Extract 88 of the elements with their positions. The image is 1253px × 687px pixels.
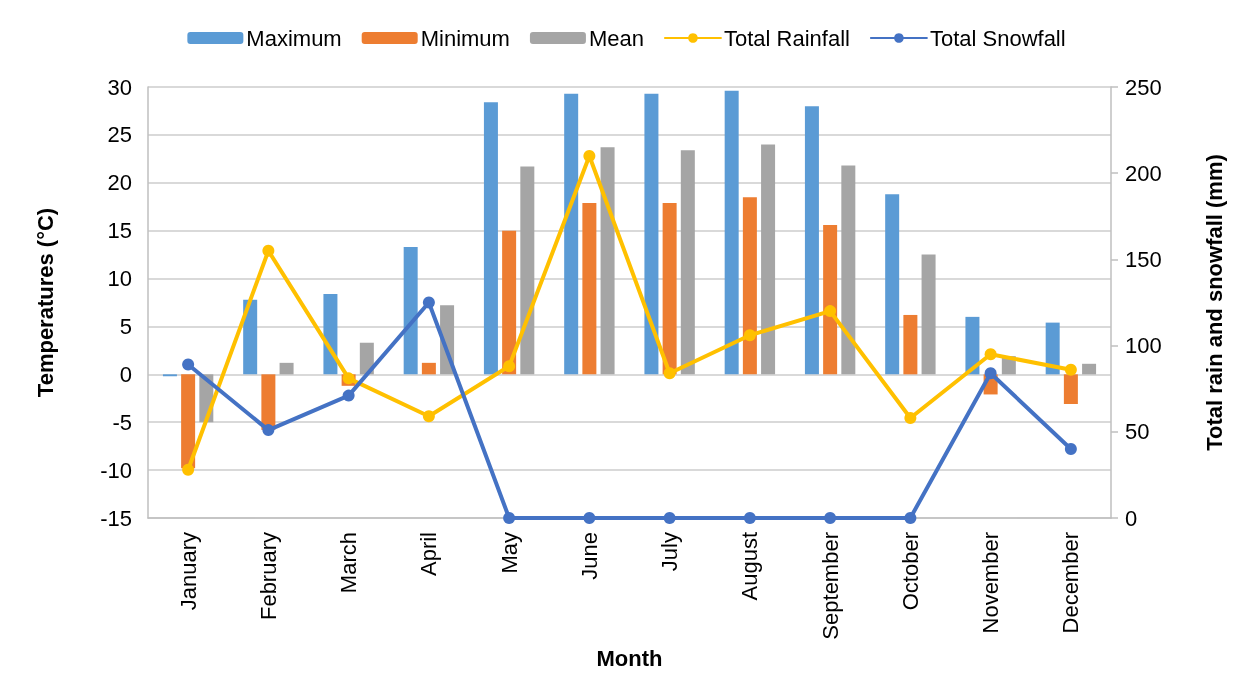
bar xyxy=(582,202,597,375)
y2-tick-label: 50 xyxy=(1125,419,1150,445)
x-tick-label: November xyxy=(978,532,1004,634)
x-axis-title: Month xyxy=(596,646,663,672)
point xyxy=(422,410,435,423)
y-tick-label: 30 xyxy=(107,74,132,100)
x-tick-label: July xyxy=(657,532,683,572)
x-tick-label: March xyxy=(336,532,362,594)
x-tick-label: June xyxy=(576,532,602,580)
legend-label: Total Snowfall xyxy=(929,25,1066,51)
bar xyxy=(921,254,936,375)
bar xyxy=(483,102,498,375)
x-tick-label: September xyxy=(817,532,843,640)
bar xyxy=(761,144,776,375)
point xyxy=(1064,363,1077,376)
x-tick-label: August xyxy=(737,532,763,601)
bar xyxy=(600,147,615,375)
bar xyxy=(181,374,196,469)
point xyxy=(824,305,837,318)
legend-label: Mean xyxy=(588,25,644,51)
point xyxy=(743,329,756,342)
bar xyxy=(403,246,418,375)
point xyxy=(262,424,275,437)
y-tick-label: 15 xyxy=(107,218,132,244)
bar xyxy=(662,202,677,375)
bar xyxy=(724,90,739,375)
point xyxy=(743,512,756,524)
bar xyxy=(261,374,276,430)
bar xyxy=(421,362,436,375)
point xyxy=(583,512,596,524)
bar xyxy=(564,93,579,375)
bar xyxy=(1082,363,1097,375)
x-tick-label: February xyxy=(255,532,281,621)
bar xyxy=(804,106,819,375)
bar xyxy=(520,166,535,375)
y2-tick-label: 200 xyxy=(1125,160,1162,186)
point xyxy=(422,296,435,309)
y2-tick-label: 0 xyxy=(1125,505,1138,531)
point xyxy=(1064,443,1077,456)
point xyxy=(984,367,997,380)
legend-label: Maximum xyxy=(246,25,342,51)
point xyxy=(503,360,516,373)
point xyxy=(824,512,837,524)
bar xyxy=(1063,374,1078,405)
legend-label: Total Rainfall xyxy=(723,25,850,51)
bar xyxy=(823,224,838,375)
y-tick-label: 20 xyxy=(107,170,132,196)
y-tick-label: -15 xyxy=(100,505,132,531)
bar xyxy=(502,230,517,375)
y-tick-label: -10 xyxy=(100,457,132,483)
y-tick-label: -5 xyxy=(112,409,132,435)
x-tick-label: January xyxy=(175,532,201,611)
point xyxy=(904,412,917,424)
bar xyxy=(965,316,980,375)
point xyxy=(904,512,917,524)
bar xyxy=(279,362,294,375)
x-tick-label: April xyxy=(416,532,442,577)
bar xyxy=(903,314,918,375)
bar xyxy=(1045,322,1060,375)
point xyxy=(342,389,355,402)
y-axis-title: Temperatures (°C) xyxy=(32,207,58,398)
y-tick-label: 10 xyxy=(107,266,132,292)
y-tick-label: 5 xyxy=(119,313,132,339)
y2-axis-title: Total rain and snowfall (mm) xyxy=(1201,154,1227,451)
y2-tick-label: 150 xyxy=(1125,246,1162,272)
bar xyxy=(841,165,856,375)
y-tick-label: 25 xyxy=(107,122,132,148)
bar xyxy=(323,293,338,375)
x-tick-label: May xyxy=(496,532,522,574)
point xyxy=(583,149,596,162)
x-tick-label: December xyxy=(1058,532,1084,634)
point xyxy=(984,348,997,361)
point xyxy=(503,512,516,524)
point xyxy=(182,463,195,476)
bar xyxy=(644,93,659,375)
point xyxy=(663,512,676,524)
y-tick-label: 0 xyxy=(119,361,132,387)
y2-tick-label: 250 xyxy=(1125,74,1162,100)
bar xyxy=(742,197,757,375)
point xyxy=(262,244,275,257)
y2-tick-label: 100 xyxy=(1125,333,1162,359)
bar xyxy=(680,150,695,375)
legend-label: Minimum xyxy=(420,25,510,51)
point xyxy=(663,367,676,380)
x-tick-label: October xyxy=(897,532,923,611)
point xyxy=(182,358,195,371)
bar xyxy=(243,299,258,375)
bar xyxy=(885,194,900,375)
